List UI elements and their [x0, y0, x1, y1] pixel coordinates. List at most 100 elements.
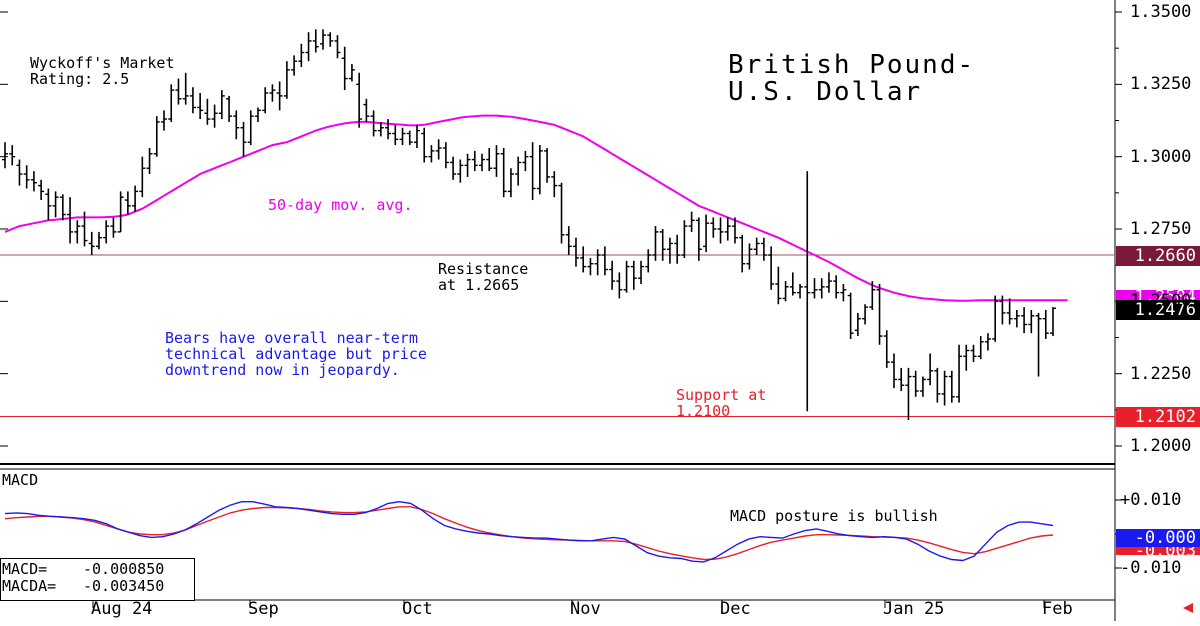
x-tick-label: Sep: [248, 599, 279, 619]
price-bar: [182, 72, 189, 105]
price-bar: [298, 43, 305, 67]
price-bar: [862, 304, 869, 325]
price-bar: [999, 295, 1006, 325]
price-bar: [38, 179, 45, 201]
ma-legend-label: 50-day mov. avg.: [268, 196, 413, 214]
price-bar: [587, 257, 594, 276]
price-bar: [218, 90, 225, 120]
price-bar: [948, 370, 955, 403]
price-bar: [558, 182, 565, 244]
resistance-badge: 1.2660: [1116, 246, 1200, 266]
price-bar: [392, 124, 399, 146]
price-bar: [739, 234, 746, 273]
price-bar: [890, 353, 897, 389]
price-y-tick-label: 1.2250: [1130, 363, 1192, 384]
price-bar: [67, 197, 74, 244]
price-bar: [197, 93, 204, 120]
price-bar: [320, 29, 327, 50]
price-bar: [435, 139, 442, 160]
price-bar: [464, 153, 471, 177]
price-bar: [312, 29, 319, 53]
price-bar: [471, 150, 478, 172]
price-bar: [565, 226, 572, 256]
x-ticks: [92, 600, 1045, 608]
price-bar: [1006, 298, 1013, 325]
price-bar: [421, 127, 428, 163]
price-bar: [695, 217, 702, 261]
ma-series: [4, 114, 1068, 302]
price-bar: [898, 367, 905, 392]
price-bar: [161, 110, 168, 131]
price-bar: [710, 217, 717, 238]
price-bar: [854, 312, 861, 337]
price-bar: [457, 159, 464, 183]
price-bar: [594, 249, 601, 276]
price-bar: [1042, 310, 1049, 339]
price-bar: [16, 159, 23, 186]
price-bar: [529, 142, 536, 201]
price-bar: [153, 116, 160, 157]
macd-readout-value: -0.000850: [83, 560, 165, 578]
x-tick-label: Feb: [1042, 599, 1073, 619]
price-bar: [146, 147, 153, 175]
price-bar: [1028, 310, 1035, 334]
x-tick-label: Oct: [402, 599, 433, 619]
price-bar: [291, 55, 298, 76]
price-bar: [927, 353, 934, 386]
price-bar: [956, 344, 963, 403]
macd-comment: MACD posture is bullish: [730, 507, 938, 525]
price-bar: [507, 168, 514, 198]
price-bar: [356, 72, 363, 128]
price-bar: [132, 185, 139, 212]
price-bar: [23, 165, 30, 189]
last-price-badge: 1.2476: [1116, 300, 1200, 320]
price-bar: [572, 237, 579, 267]
macda-readout-value: -0.003450: [83, 577, 165, 595]
macd-readout-box: MACD= -0.000850 MACDA= -0.003450: [0, 558, 195, 601]
x-tick-label: Aug 24: [91, 599, 153, 619]
price-bar: [95, 231, 102, 250]
price-bar: [1013, 310, 1020, 328]
macd-series: [4, 500, 1054, 563]
price-bar: [522, 150, 529, 172]
price-bar: [869, 281, 876, 311]
price-bar: [825, 272, 832, 293]
price-bar: [139, 156, 146, 198]
price-bar: [659, 229, 666, 261]
price-bar: [760, 237, 767, 261]
price-bar: [254, 107, 261, 122]
price-bar: [515, 156, 522, 186]
price-bar: [753, 237, 760, 256]
price-bar: [341, 46, 348, 91]
price-bar: [963, 344, 970, 371]
price-bar: [818, 278, 825, 299]
price-bar: [168, 84, 175, 122]
level-lines: [0, 254, 1115, 417]
price-bar: [1035, 312, 1042, 377]
price-bar: [905, 367, 912, 420]
price-bar: [601, 246, 608, 276]
price-bar: [428, 145, 435, 163]
price-bar: [493, 145, 500, 177]
x-tick-label: Nov: [570, 599, 601, 619]
price-bar: [399, 127, 406, 146]
price-bar: [768, 246, 775, 290]
macd-readout-label: MACD=: [2, 560, 48, 578]
price-bar: [204, 98, 211, 125]
price-bar: [500, 147, 507, 198]
commentary-text: Bears have overall near-term technical a…: [165, 329, 427, 379]
price-bar: [934, 367, 941, 403]
price-y-tick-label: 1.2750: [1130, 219, 1192, 239]
price-y-tick-label: 1.3500: [1130, 2, 1192, 22]
price-bar: [117, 191, 124, 233]
price-bar: [688, 211, 695, 232]
price-bar: [746, 243, 753, 270]
price-bar: [59, 194, 66, 221]
scroll-arrow-icon[interactable]: [1183, 603, 1193, 613]
ma-badge: 1.2504: [1116, 290, 1200, 302]
ma-line-path: [4, 114, 1068, 302]
price-bars: [2, 29, 1056, 420]
macd-y-tick-label: -0.010: [1120, 558, 1182, 578]
